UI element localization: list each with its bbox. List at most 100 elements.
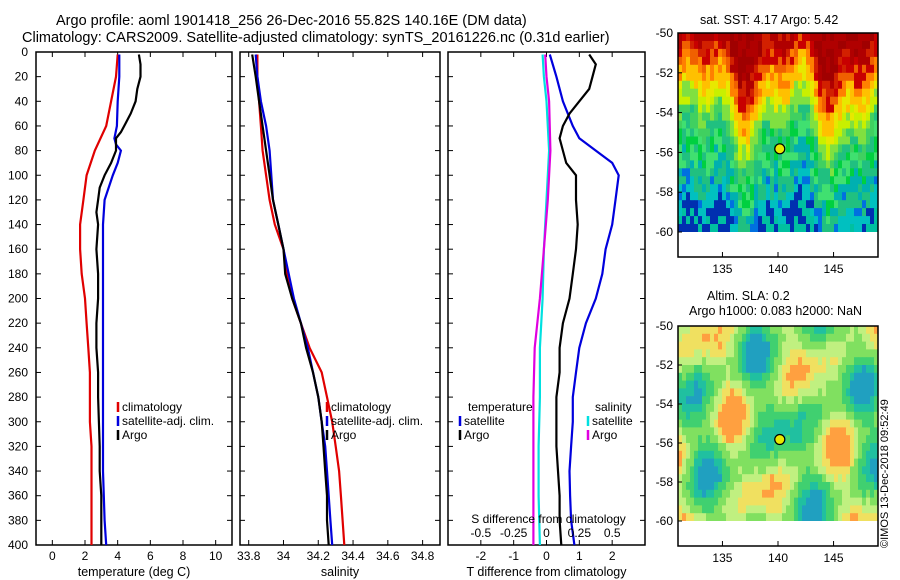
map-cell bbox=[734, 443, 739, 452]
map-cell bbox=[714, 128, 719, 137]
map-cell bbox=[794, 216, 799, 225]
map-cell bbox=[874, 513, 879, 522]
map-cell bbox=[774, 48, 779, 58]
map-cell bbox=[694, 120, 699, 129]
map-cell bbox=[710, 216, 715, 225]
map-cell bbox=[742, 513, 747, 522]
map-cell bbox=[826, 489, 831, 498]
map-cell bbox=[786, 474, 791, 483]
map-cell bbox=[826, 200, 831, 209]
map-cell bbox=[686, 341, 691, 350]
map-cell bbox=[846, 427, 851, 436]
map-cell bbox=[802, 435, 807, 444]
map-cell bbox=[706, 513, 711, 522]
s-diff-axis-label: S difference from climatology bbox=[471, 512, 626, 526]
map-cell bbox=[790, 48, 795, 58]
map-cell bbox=[758, 372, 763, 381]
map-cell bbox=[758, 458, 763, 467]
map-cell bbox=[690, 404, 695, 413]
map-cell bbox=[686, 497, 691, 506]
map-cell bbox=[870, 458, 875, 467]
map-cell bbox=[790, 33, 795, 42]
map-cell bbox=[714, 88, 719, 98]
map-cell bbox=[830, 365, 835, 374]
map-cell bbox=[818, 224, 823, 233]
map-cell bbox=[822, 482, 827, 491]
map-cell bbox=[874, 357, 879, 366]
map-cell bbox=[810, 411, 815, 420]
map-cell bbox=[798, 48, 803, 58]
map-cell bbox=[710, 112, 715, 121]
map-cell bbox=[774, 88, 779, 98]
series-line-satellite-adj-clim- bbox=[101, 54, 123, 546]
map-cell bbox=[850, 216, 855, 225]
map-cell bbox=[850, 466, 855, 475]
map-cell bbox=[814, 380, 819, 389]
temp-legend-label: climatology bbox=[122, 400, 182, 414]
map-cell bbox=[682, 216, 687, 225]
map-cell bbox=[798, 128, 803, 137]
map-cell bbox=[782, 208, 787, 217]
map-cell bbox=[698, 128, 703, 137]
map-cell bbox=[818, 326, 823, 335]
map-cell bbox=[698, 365, 703, 374]
map-cell bbox=[746, 450, 751, 459]
map-cell bbox=[782, 48, 787, 58]
map-cell bbox=[806, 41, 811, 50]
map-cell bbox=[842, 128, 847, 137]
map-cell bbox=[786, 513, 791, 522]
map-cell bbox=[874, 224, 879, 233]
map-cell bbox=[810, 513, 815, 522]
map-cell bbox=[846, 349, 851, 358]
map-cell bbox=[734, 466, 739, 475]
map-cell bbox=[862, 419, 867, 428]
map-cell bbox=[846, 80, 851, 90]
x-tick-label: 34 bbox=[277, 549, 291, 563]
map-cell bbox=[846, 192, 851, 201]
map-cell bbox=[806, 427, 811, 436]
map-cell bbox=[830, 419, 835, 428]
map-cell bbox=[742, 112, 747, 121]
map-cell bbox=[854, 112, 859, 121]
map-cell bbox=[870, 365, 875, 374]
map-cell bbox=[718, 56, 723, 66]
map-cell bbox=[766, 349, 771, 358]
map-cell bbox=[770, 427, 775, 436]
map-cell bbox=[746, 497, 751, 506]
map-cell bbox=[822, 443, 827, 452]
map-cell bbox=[782, 372, 787, 381]
map-cell bbox=[702, 333, 707, 342]
map-cell bbox=[682, 192, 687, 201]
map-cell bbox=[690, 33, 695, 42]
map-cell bbox=[726, 88, 731, 98]
map-cell bbox=[762, 200, 767, 209]
map-cell bbox=[774, 152, 779, 161]
map-cell bbox=[750, 419, 755, 428]
map-cell bbox=[842, 33, 847, 42]
map-cell bbox=[714, 388, 719, 397]
map-cell bbox=[682, 497, 687, 506]
map-cell bbox=[754, 128, 759, 137]
panel-frame bbox=[239, 51, 441, 546]
map-cell bbox=[714, 33, 719, 42]
map-cell bbox=[774, 112, 779, 121]
map-cell bbox=[690, 349, 695, 358]
map-cell bbox=[702, 72, 707, 82]
map-cell bbox=[866, 80, 871, 90]
map-cell bbox=[838, 88, 843, 98]
map-cell bbox=[746, 349, 751, 358]
map-cell bbox=[826, 380, 831, 389]
map-cell bbox=[738, 192, 743, 201]
map-cell bbox=[850, 192, 855, 201]
map-cell bbox=[806, 72, 811, 82]
map-cell bbox=[762, 64, 767, 74]
map-cell bbox=[690, 184, 695, 193]
map-cell bbox=[838, 128, 843, 137]
map-cell bbox=[818, 411, 823, 420]
map-cell bbox=[806, 48, 811, 58]
map-cell bbox=[774, 505, 779, 514]
map-cell bbox=[806, 388, 811, 397]
map-cell bbox=[730, 33, 735, 42]
map-cell bbox=[774, 72, 779, 82]
map-cell bbox=[718, 41, 723, 50]
